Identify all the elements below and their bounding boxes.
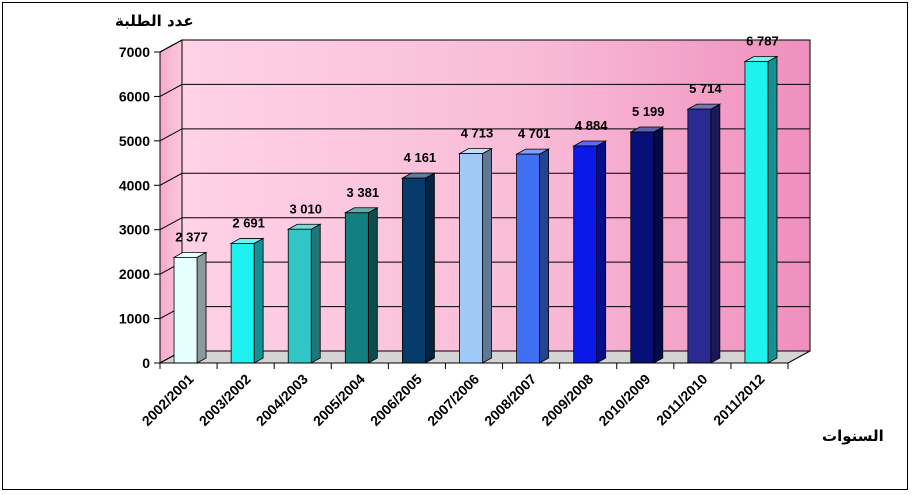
bar-front: [573, 145, 598, 364]
y-tick-label: 5000: [119, 133, 150, 149]
bar-side: [539, 148, 549, 364]
bar: [457, 147, 494, 364]
x-tick-label: 2002/2001: [139, 371, 197, 429]
bar-front: [230, 243, 255, 364]
data-label: 3 381: [347, 185, 380, 200]
bar: [343, 207, 379, 364]
bar-side: [425, 172, 435, 364]
gridline: [159, 39, 810, 53]
y-tick-label: 0: [142, 355, 150, 371]
bar-side: [367, 207, 378, 364]
bar: [229, 237, 265, 364]
bar: [400, 172, 436, 364]
bar: [686, 103, 722, 364]
y-tick-label: 1000: [119, 311, 150, 327]
bar-side: [310, 223, 321, 364]
data-label: 6 787: [746, 33, 779, 48]
bar-front: [287, 228, 312, 364]
bar-side: [482, 147, 492, 364]
bar-front: [630, 131, 655, 364]
y-tick-label: 6000: [119, 88, 150, 104]
bar: [629, 126, 665, 364]
x-tick-label: 2006/2005: [367, 371, 425, 429]
x-axis-title: السنوات: [822, 427, 884, 445]
bar-front: [402, 177, 426, 364]
bar-side: [253, 237, 264, 364]
x-tick-label: 2011/2012: [710, 371, 768, 429]
data-label: 4 884: [575, 118, 608, 133]
bar: [572, 140, 608, 364]
x-tick-label: 2003/2002: [196, 371, 254, 429]
data-label: 4 701: [518, 126, 551, 141]
x-tick-label: 2008/2007: [481, 371, 539, 429]
bar: [515, 148, 551, 364]
bar-front: [744, 61, 769, 364]
bar-front: [173, 256, 198, 364]
bar-side: [196, 251, 207, 364]
bar-side: [767, 55, 778, 364]
data-label: 3 010: [289, 201, 322, 216]
x-tick-label: 2011/2010: [653, 371, 711, 429]
y-tick-label: 7000: [119, 44, 150, 60]
x-tick-label: 2005/2004: [310, 371, 368, 429]
bar: [172, 251, 208, 364]
y-axis-title: عدد الطلبة: [115, 12, 194, 30]
gridline: [159, 83, 810, 97]
data-label: 2 691: [232, 215, 265, 230]
bar: [286, 223, 322, 364]
data-label: 5 714: [689, 81, 722, 96]
bar-front: [687, 108, 712, 364]
bar-front: [459, 153, 483, 364]
x-tick-label: 2010/2009: [595, 371, 653, 429]
x-tick-label: 2009/2008: [538, 371, 596, 429]
data-label: 4 713: [461, 126, 494, 141]
bar-front: [516, 153, 540, 364]
bar: [743, 55, 779, 364]
y-tick-label: 2000: [119, 266, 150, 282]
bar-side: [710, 103, 721, 364]
data-label: 2 377: [175, 229, 208, 244]
y-tick-label: 4000: [119, 177, 150, 193]
gridline: [159, 128, 810, 142]
data-label: 4 161: [404, 150, 437, 165]
x-tick-label: 2007/2006: [424, 371, 482, 429]
data-label: 5 199: [632, 104, 665, 119]
x-tick-label: 2004/2003: [253, 371, 311, 429]
bar-side: [653, 126, 664, 364]
bar-front: [344, 212, 369, 364]
y-tick-label: 3000: [119, 222, 150, 238]
bar-side: [596, 140, 607, 364]
